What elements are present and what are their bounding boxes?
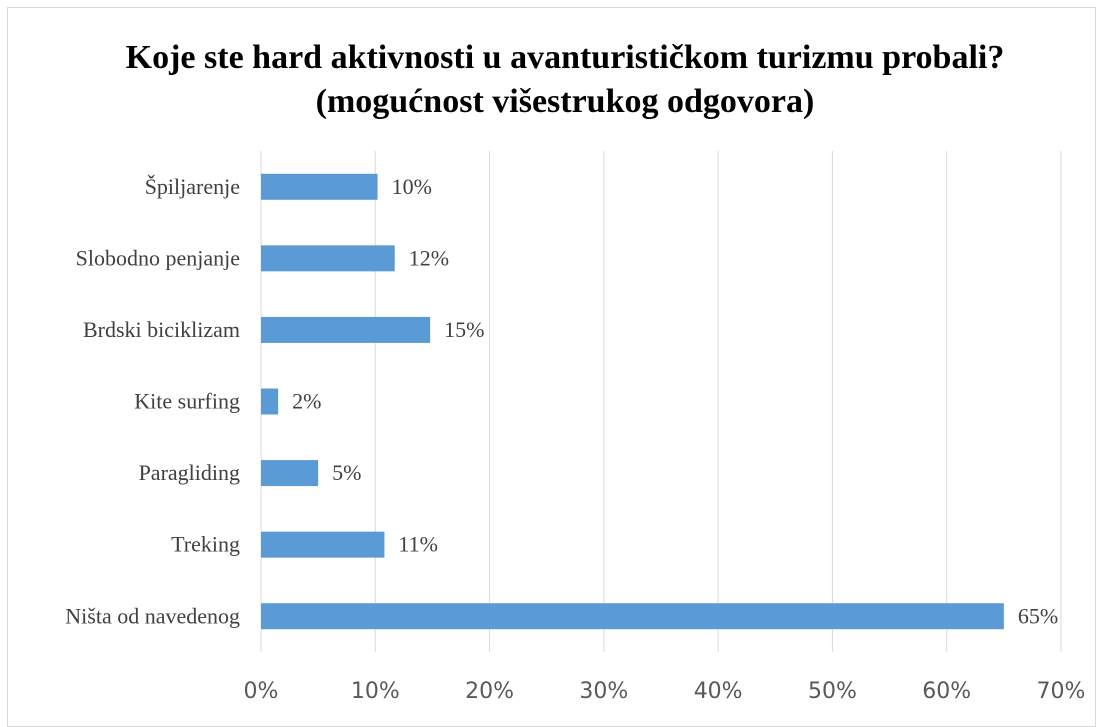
bar xyxy=(261,173,378,200)
y-tick-label: Treking xyxy=(171,532,240,557)
data-label: 10% xyxy=(392,174,432,199)
bar xyxy=(261,316,431,343)
data-label: 12% xyxy=(409,245,449,270)
y-tick-label: Špiljarenje xyxy=(145,174,240,199)
x-tick-label: 40% xyxy=(694,679,743,704)
bar xyxy=(261,603,1004,630)
x-tick-label: 50% xyxy=(808,679,857,704)
x-tick-label: 60% xyxy=(922,679,971,704)
data-label: 5% xyxy=(332,460,361,485)
x-tick-label: 20% xyxy=(465,679,514,704)
y-tick-label: Kite surfing xyxy=(134,389,240,414)
x-tick-label: 0% xyxy=(244,679,279,704)
data-label: 11% xyxy=(398,532,438,557)
x-tick-label: 30% xyxy=(579,679,628,704)
chart-title: Koje ste hard aktivnosti u avanturističk… xyxy=(125,39,1005,120)
x-tick-label: 10% xyxy=(351,679,400,704)
y-tick-label: Ništa od navedenog xyxy=(65,603,240,628)
bar xyxy=(261,245,395,272)
y-tick-label: Slobodno penjanje xyxy=(76,245,240,270)
bar xyxy=(261,388,279,415)
data-label: 2% xyxy=(292,389,321,414)
data-label: 15% xyxy=(444,317,484,342)
y-tick-label: Brdski biciklizam xyxy=(83,317,240,342)
bar xyxy=(261,531,385,558)
data-label: 65% xyxy=(1018,603,1058,628)
y-tick-label: Paragliding xyxy=(139,460,240,485)
x-tick-label: 70% xyxy=(1037,679,1086,704)
bar xyxy=(261,460,319,487)
